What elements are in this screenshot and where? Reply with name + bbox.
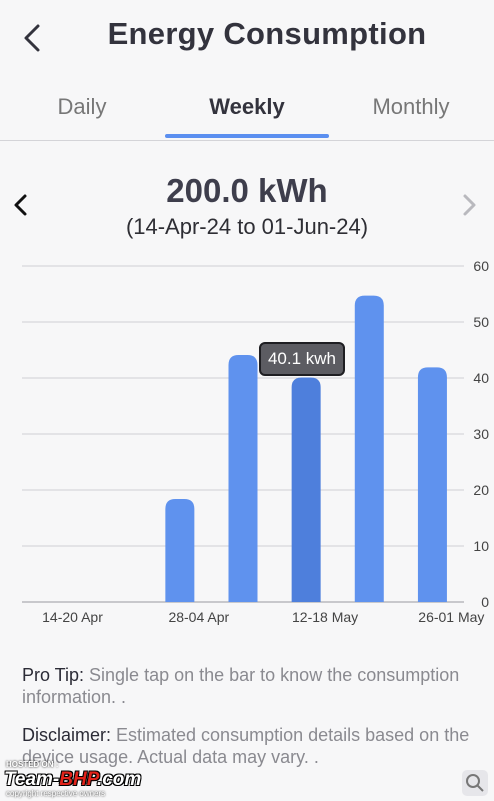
page-title: Energy Consumption (107, 16, 427, 51)
y-tick-label: 0 (481, 594, 489, 610)
logo-part-bhp: BHP (59, 769, 97, 790)
chart-bar[interactable] (165, 498, 195, 602)
x-tick-label: 26-01 May (418, 609, 484, 625)
tab-monthly[interactable]: Monthly (372, 94, 450, 119)
date-range: (14-Apr-24 to 01-Jun-24) (125, 214, 369, 239)
chart-bar[interactable] (291, 377, 321, 602)
chevron-right-icon (463, 194, 476, 216)
x-tick-label: 12-18 May (292, 609, 358, 625)
chevron-left-icon (14, 194, 27, 216)
y-tick-label: 20 (473, 482, 489, 498)
pro-tip: Pro Tip: Single tap on the bar to know t… (22, 664, 472, 708)
y-tick-label: 30 (473, 426, 489, 442)
watermark-hosted-text: HOSTED ON : (6, 760, 59, 769)
chart-bar[interactable] (417, 367, 447, 602)
y-tick-label: 50 (473, 314, 489, 330)
period-summary: 200.0 kWh (14-Apr-24 to 01-Jun-24) (0, 168, 494, 248)
tab-bar: Daily Weekly Monthly (0, 80, 494, 141)
logo-part-team: Team- (4, 769, 60, 790)
weekly-consumption-chart: 0 10 20 30 40 50 60 14-20 Apr 28-04 Apr 12-18 May… (0, 250, 494, 640)
disclaimer-text: Estimated consumption details based on t… (22, 725, 470, 767)
zoom-button[interactable] (462, 770, 488, 796)
y-tick-label: 10 (473, 538, 489, 554)
logo-part-com: .com (96, 769, 142, 790)
y-tick-label: 40 (473, 370, 489, 386)
pro-tip-text: Single tap on the bar to know the consum… (22, 665, 460, 707)
watermark-copyright: copyright respective owners (6, 789, 106, 798)
chart-canvas: 0 10 20 30 40 50 60 14-20 Apr 28-04 Apr 12-18 May… (22, 258, 489, 625)
previous-period-button[interactable] (8, 188, 34, 222)
back-button[interactable] (18, 18, 52, 58)
disclaimer-label: Disclaimer: (22, 725, 112, 745)
bar-value-tooltip: 40.1 kwh (259, 342, 345, 376)
y-tick-label: 60 (473, 258, 489, 274)
next-period-button[interactable] (456, 188, 482, 222)
chart-bar[interactable] (228, 355, 258, 602)
pro-tip-label: Pro Tip: (22, 665, 85, 685)
total-consumption: 200.0 kWh (166, 172, 328, 209)
watermark-logo: Team-BHP.com (4, 769, 141, 791)
app-header: Energy Consumption (0, 0, 494, 74)
tab-weekly[interactable]: Weekly (209, 94, 285, 119)
watermark: HOSTED ON : Team-BHP.com copyright respe… (4, 758, 204, 800)
x-tick-label: 14-20 Apr (42, 609, 103, 625)
chart-bar[interactable] (354, 295, 384, 602)
tab-daily[interactable]: Daily (57, 94, 107, 119)
x-tick-label: 28-04 Apr (168, 609, 229, 625)
chevron-left-icon (24, 24, 40, 52)
magnifier-icon (466, 774, 484, 792)
active-tab-indicator (165, 134, 329, 138)
disclaimer: Disclaimer: Estimated consumption detail… (22, 724, 472, 768)
